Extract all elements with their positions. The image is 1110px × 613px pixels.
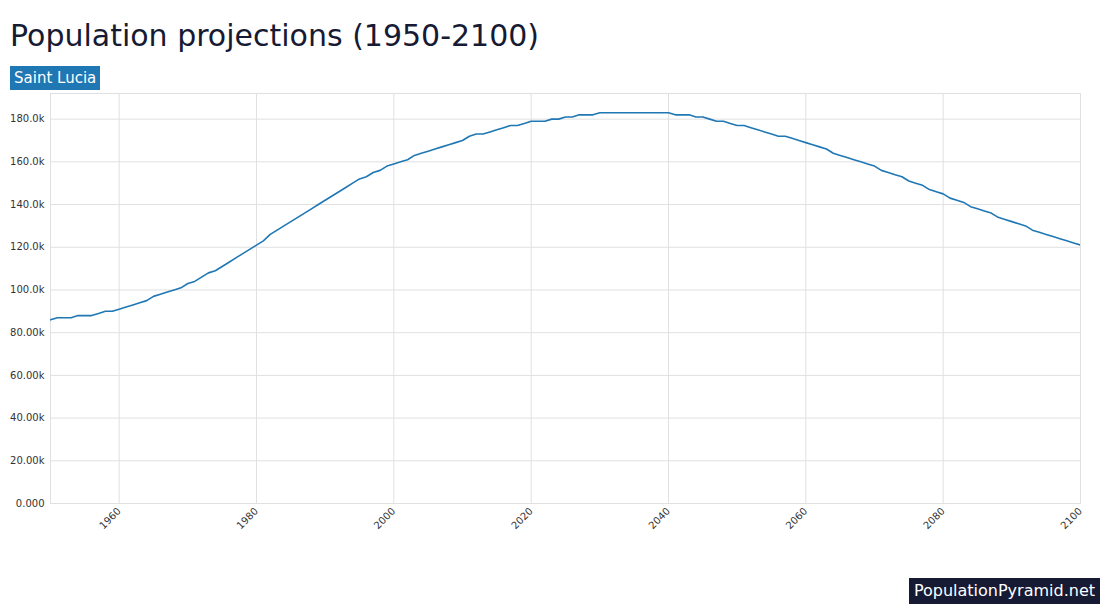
svg-text:0.000: 0.000 (16, 498, 45, 509)
svg-text:40.00k: 40.00k (10, 412, 45, 423)
svg-text:2000: 2000 (372, 505, 398, 531)
svg-text:2100: 2100 (1058, 505, 1084, 531)
html-text:Saint Lucia: Saint Lucia (14, 69, 97, 87)
html-text:PopulationPyramid.net: PopulationPyramid.net (913, 581, 1095, 600)
svg-text:20.00k: 20.00k (10, 455, 45, 466)
svg-text:1980: 1980 (234, 505, 260, 531)
svg-text:100.0k: 100.0k (10, 284, 45, 295)
svg-text:120.0k: 120.0k (10, 241, 45, 252)
svg-text:80.00k: 80.00k (10, 327, 45, 338)
svg-text:140.0k: 140.0k (10, 199, 45, 210)
svg-text:160.0k: 160.0k (10, 156, 45, 167)
svg-text:180.0k: 180.0k (10, 113, 45, 124)
svg-text:1960: 1960 (97, 505, 123, 531)
html-text:Population projections (1950-2: Population projections (1950-2100) (10, 18, 540, 53)
svg-text:2040: 2040 (646, 505, 672, 531)
svg-text:2080: 2080 (921, 505, 947, 531)
svg-text:60.00k: 60.00k (10, 370, 45, 381)
svg-text:2020: 2020 (509, 505, 535, 531)
svg-text:2060: 2060 (784, 505, 810, 531)
